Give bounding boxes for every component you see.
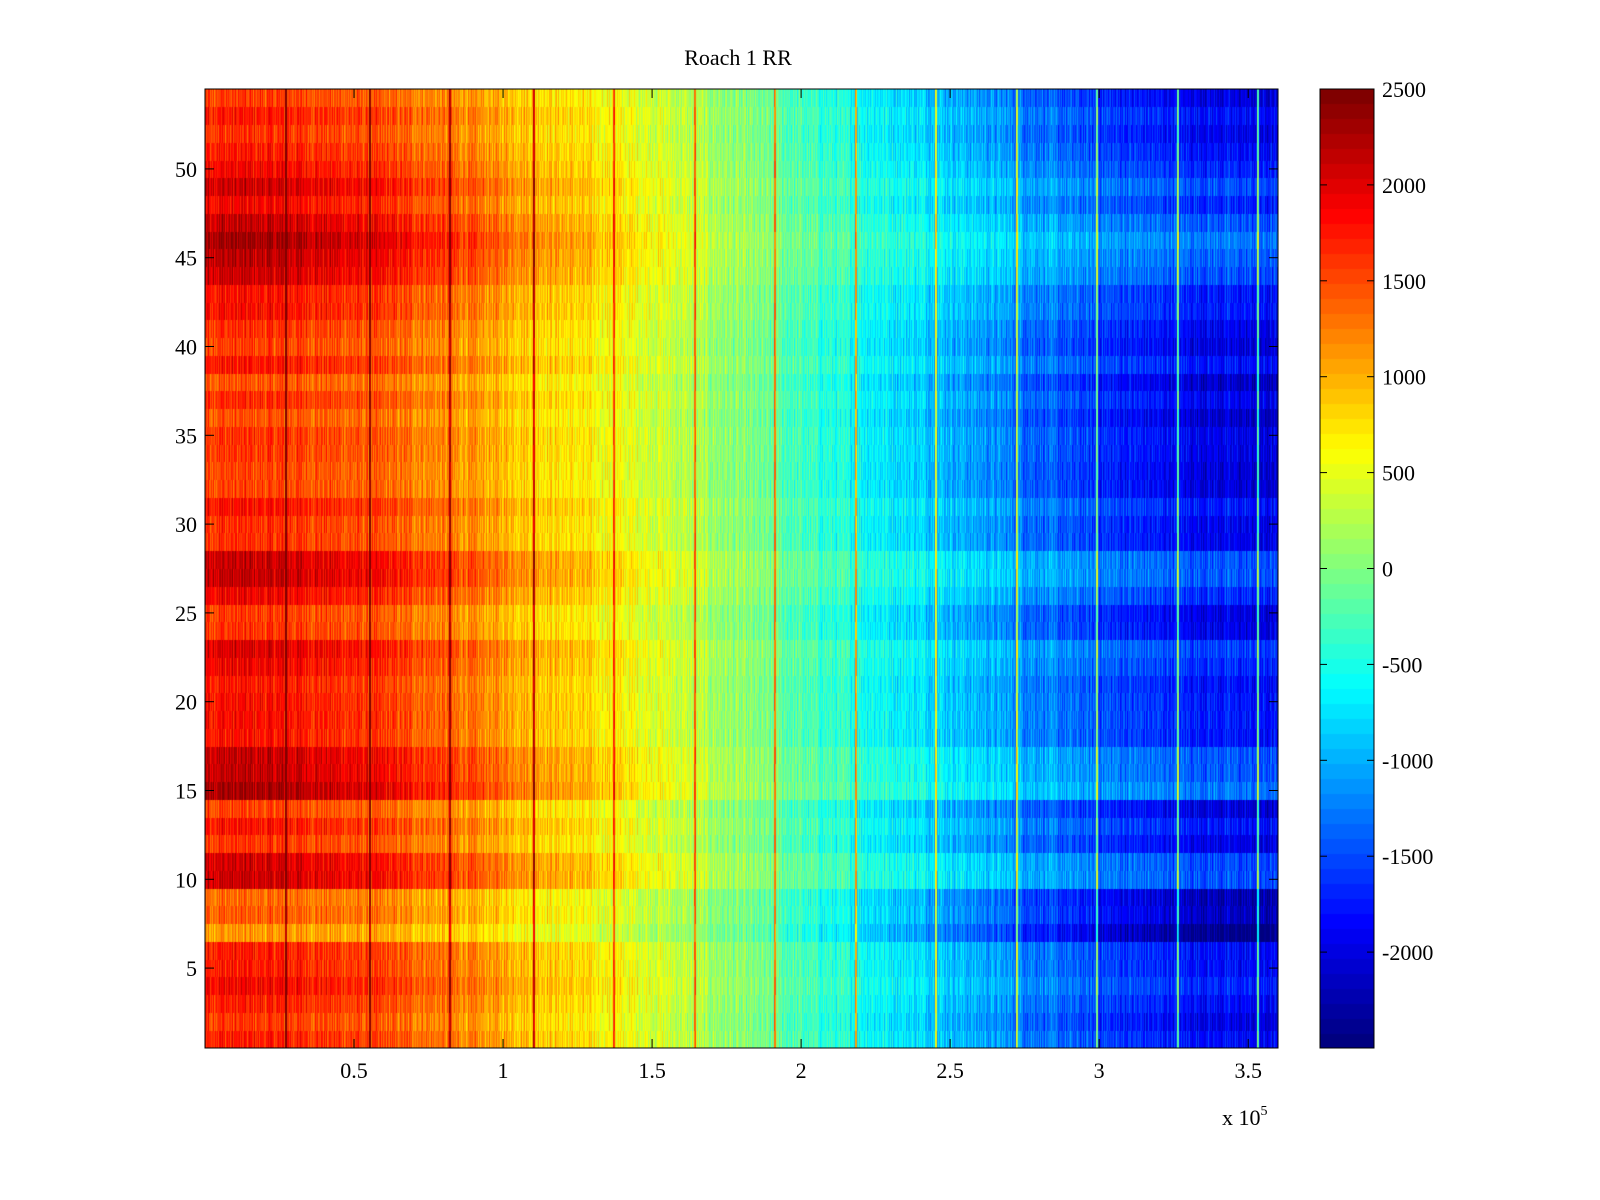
- y-axis: 5 10 15 20 25 30 35 40 45 50: [175, 157, 1278, 981]
- chart-title: Roach 1 RR: [684, 45, 792, 70]
- colorbar-tick-label: 500: [1382, 461, 1415, 486]
- y-tick-label: 20: [175, 690, 197, 715]
- x-axis: 0.5 1 1.5 2 2.5 3 3.5: [340, 89, 1262, 1083]
- colorbar-tick-label: 2000: [1382, 173, 1426, 198]
- y-tick-label: 5: [186, 956, 197, 981]
- x-tick-label: 3: [1094, 1058, 1105, 1083]
- heatmap-image: [205, 89, 1278, 1048]
- x-tick-label: 2.5: [936, 1058, 964, 1083]
- heatmap-area: [205, 89, 1278, 1048]
- x-tick-label: 1.5: [638, 1058, 666, 1083]
- y-tick-label: 30: [175, 512, 197, 537]
- y-tick-label: 50: [175, 157, 197, 182]
- x-exponent-base: x 10: [1222, 1105, 1261, 1130]
- colorbar-ticks: 2500 2000 1500 1000 500 0 -500 -1000 -1500 -2000: [1320, 77, 1433, 965]
- colorbar: 2500 2000 1500 1000 500 0 -500 -1000 -1500 -2000: [1319, 77, 1433, 1049]
- colorbar-tick-label: 1500: [1382, 269, 1426, 294]
- x-tick-label: 0.5: [340, 1058, 368, 1083]
- y-tick-label: 10: [175, 867, 197, 892]
- colorbar-tick-label: -500: [1382, 652, 1422, 677]
- x-exponent-power: 5: [1261, 1104, 1268, 1119]
- x-tick-label: 2: [796, 1058, 807, 1083]
- colorbar-tick-label: -1000: [1382, 748, 1433, 773]
- y-tick-label: 40: [175, 335, 197, 360]
- colorbar-gradient: [1320, 89, 1374, 1048]
- y-tick-label: 45: [175, 246, 197, 271]
- y-tick-label: 15: [175, 778, 197, 803]
- x-tick-label: 1: [498, 1058, 509, 1083]
- colorbar-tick-label: -1500: [1382, 844, 1433, 869]
- y-tick-label: 35: [175, 423, 197, 448]
- colorbar-tick-label: 0: [1382, 557, 1393, 582]
- colorbar-tick-label: -2000: [1382, 940, 1433, 965]
- x-tick-label: 3.5: [1234, 1058, 1262, 1083]
- y-tick-label: 25: [175, 601, 197, 626]
- colorbar-tick-label: 1000: [1382, 365, 1426, 390]
- plot-frame: [204, 88, 1279, 1049]
- colorbar-tick-label: 2500: [1382, 77, 1426, 102]
- x-exponent-label: x 105: [1222, 1104, 1268, 1130]
